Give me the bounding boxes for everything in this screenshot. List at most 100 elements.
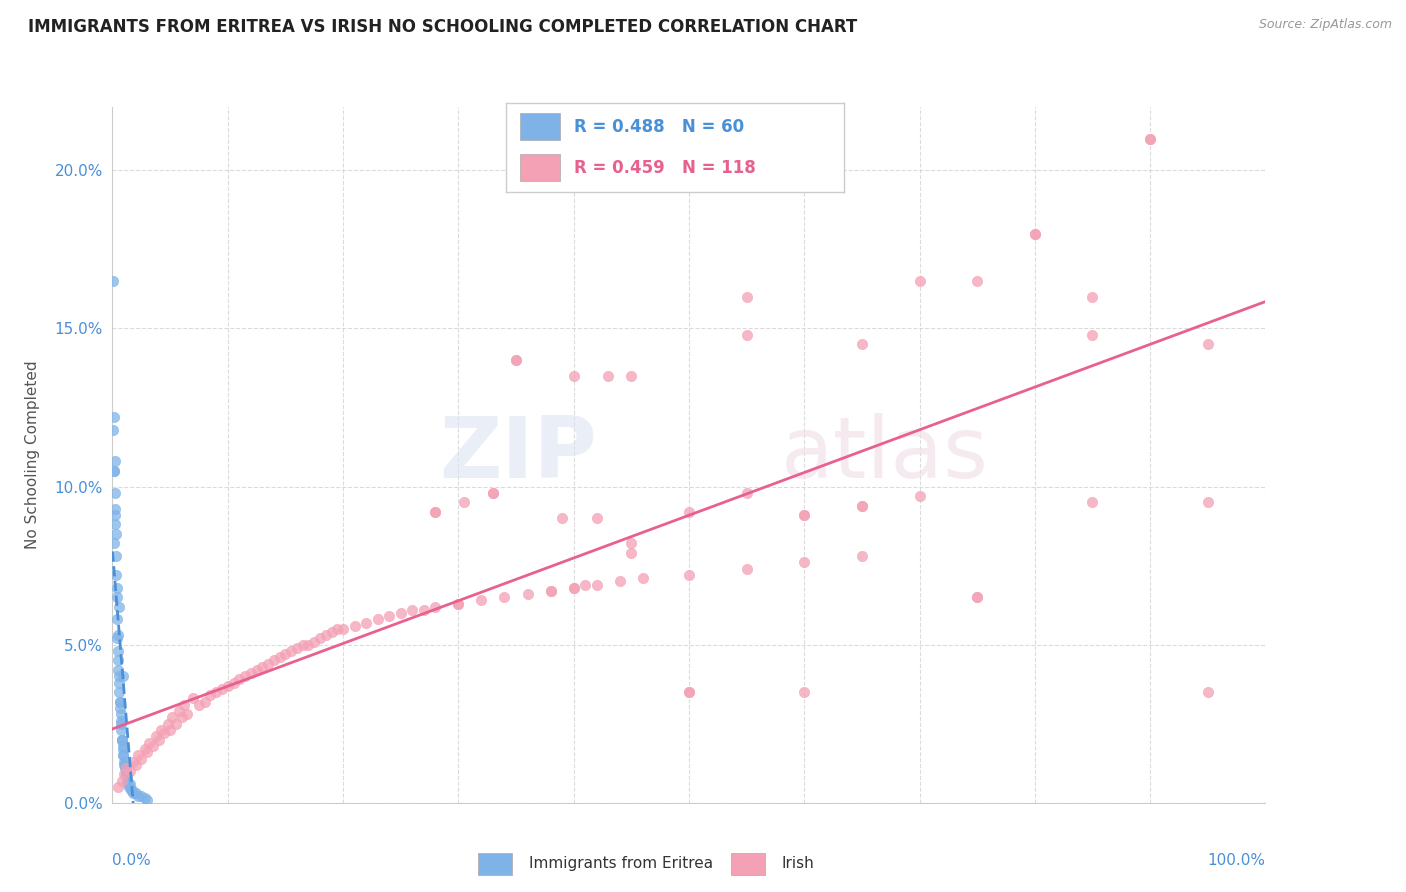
Point: [129, 789, 153, 804]
Point: [321, 625, 343, 640]
Point: [332, 622, 354, 636]
Point: [228, 673, 250, 687]
Point: [136, 792, 159, 806]
Point: [181, 691, 204, 706]
Point: [678, 685, 700, 699]
Point: [112, 767, 135, 781]
Point: [1081, 290, 1104, 304]
Point: [104, 501, 127, 516]
Y-axis label: No Schooling Completed: No Schooling Completed: [25, 360, 41, 549]
Point: [103, 464, 125, 478]
Text: R = 0.488   N = 60: R = 0.488 N = 60: [574, 118, 744, 136]
Point: [173, 698, 195, 712]
Point: [103, 536, 125, 550]
Point: [252, 660, 274, 674]
Point: [585, 511, 607, 525]
Text: R = 0.459   N = 118: R = 0.459 N = 118: [574, 159, 755, 177]
Point: [104, 549, 127, 563]
Point: [134, 742, 156, 756]
Point: [793, 685, 815, 699]
Point: [425, 505, 447, 519]
Point: [966, 591, 988, 605]
Text: 0.0%: 0.0%: [112, 854, 152, 869]
Point: [678, 568, 700, 582]
Point: [482, 486, 505, 500]
Point: [1081, 495, 1104, 509]
Point: [735, 327, 758, 342]
Point: [149, 723, 172, 737]
Point: [107, 653, 129, 667]
Point: [136, 745, 159, 759]
Point: [111, 732, 134, 747]
Point: [127, 748, 149, 763]
Point: [105, 612, 128, 626]
Point: [107, 780, 129, 794]
Point: [138, 736, 160, 750]
Point: [620, 546, 643, 560]
Point: [122, 755, 145, 769]
Point: [1197, 685, 1219, 699]
Point: [257, 657, 280, 671]
Point: [1139, 131, 1161, 145]
Point: [263, 653, 285, 667]
Point: [153, 726, 176, 740]
Point: [274, 647, 297, 661]
Point: [222, 675, 245, 690]
Point: [246, 663, 269, 677]
Point: [562, 368, 585, 383]
Point: [101, 274, 124, 288]
Point: [309, 632, 332, 646]
Point: [107, 628, 129, 642]
Point: [104, 508, 127, 522]
Point: [124, 757, 146, 772]
Point: [108, 599, 131, 614]
Point: [117, 777, 139, 791]
Point: [200, 688, 222, 702]
Point: [735, 562, 758, 576]
Point: [966, 274, 988, 288]
Point: [851, 499, 873, 513]
Point: [540, 583, 562, 598]
Point: [1139, 131, 1161, 145]
Point: [118, 780, 141, 794]
Point: [120, 783, 142, 797]
Point: [851, 549, 873, 563]
Text: ZIP: ZIP: [439, 413, 596, 497]
Point: [1197, 337, 1219, 351]
Point: [108, 675, 131, 690]
Point: [129, 751, 153, 765]
Point: [110, 714, 132, 728]
Point: [793, 556, 815, 570]
Point: [285, 640, 308, 655]
Point: [620, 368, 643, 383]
Point: [908, 489, 931, 503]
Point: [145, 730, 167, 744]
Point: [156, 716, 179, 731]
Point: [112, 757, 135, 772]
Point: [110, 707, 132, 722]
Point: [114, 761, 136, 775]
Point: [851, 337, 873, 351]
Point: [678, 505, 700, 519]
Point: [122, 786, 145, 800]
Text: Immigrants from Eritrea: Immigrants from Eritrea: [529, 855, 713, 871]
Point: [233, 669, 256, 683]
Point: [378, 609, 401, 624]
FancyBboxPatch shape: [520, 113, 560, 140]
Point: [105, 632, 128, 646]
Point: [389, 606, 412, 620]
Point: [118, 764, 141, 779]
Point: [107, 644, 129, 658]
Point: [194, 695, 217, 709]
Point: [103, 486, 125, 500]
Text: 100.0%: 100.0%: [1208, 854, 1265, 869]
Point: [117, 771, 139, 785]
Point: [598, 368, 620, 383]
Point: [470, 593, 492, 607]
Point: [562, 581, 585, 595]
Point: [304, 634, 326, 648]
Point: [112, 748, 135, 763]
Point: [176, 707, 198, 722]
Point: [505, 353, 527, 368]
Point: [516, 587, 538, 601]
